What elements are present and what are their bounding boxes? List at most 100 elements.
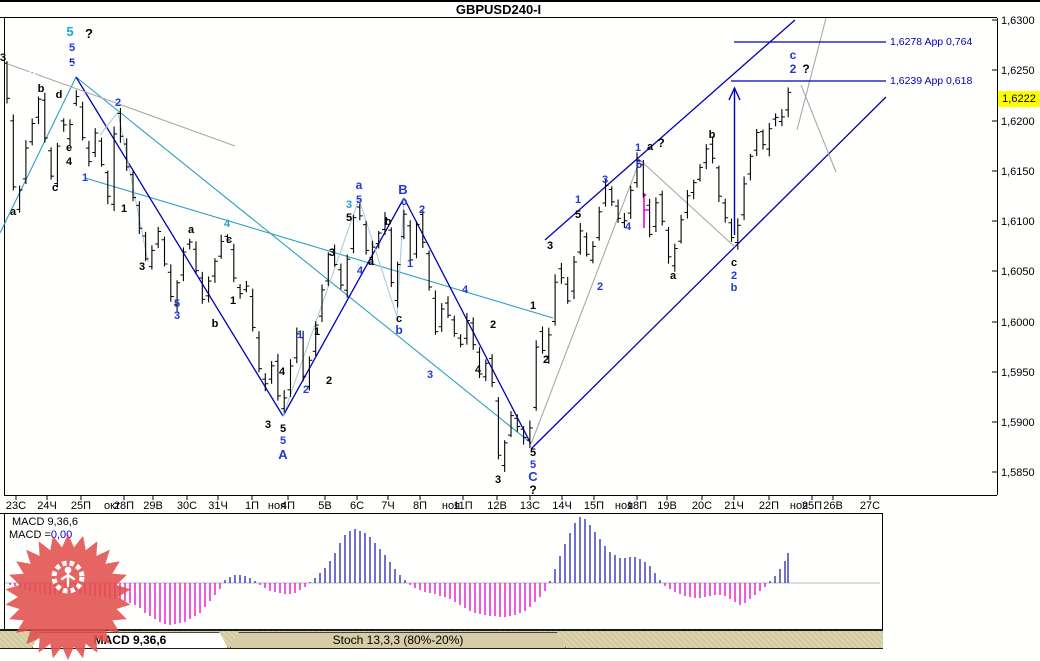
svg-text:1,6300: 1,6300 [1001,15,1035,27]
svg-text:1,6100: 1,6100 [1001,216,1035,228]
instaforex-logo [5,534,131,660]
svg-text:3: 3 [495,474,501,486]
svg-text:ноя: ноя [442,500,460,512]
price-bars [4,61,792,472]
svg-text:5В: 5В [318,500,331,512]
svg-text:окт: окт [104,500,120,512]
window-top-border [0,0,1040,2]
tab-stoch[interactable]: Stoch 13,3,3 (80%-20%) [230,632,566,648]
svg-text:ноя: ноя [790,500,808,512]
fib-level-label-618: 1,6239 App 0,618 [890,75,973,87]
svg-text:B: B [398,182,407,197]
svg-text:2: 2 [303,384,309,396]
svg-text:a: a [647,141,654,153]
svg-text:1,6200: 1,6200 [1001,116,1035,128]
svg-text:ноя: ноя [268,500,286,512]
svg-text:24Ч: 24Ч [37,500,57,512]
svg-text:3: 3 [346,199,352,211]
svg-text:18П: 18П [627,500,647,512]
svg-text:3: 3 [427,369,433,381]
svg-text:1,6150: 1,6150 [1001,166,1035,178]
svg-text:25П: 25П [802,500,822,512]
svg-text:1П: 1П [245,500,259,512]
svg-text:A: A [278,447,288,462]
svg-text:1: 1 [121,203,127,215]
svg-text:?: ? [85,26,93,41]
svg-text:e: e [66,142,72,154]
svg-text:a: a [10,206,17,218]
svg-text:21Ч: 21Ч [724,500,744,512]
svg-text:d: d [56,89,63,101]
svg-text:1: 1 [297,329,303,341]
svg-text:3: 3 [602,174,608,186]
svg-text:4: 4 [224,218,231,230]
svg-text:23С: 23С [6,500,26,512]
svg-text:?: ? [802,62,809,76]
svg-text:5: 5 [530,447,536,459]
svg-text:2: 2 [597,281,603,293]
svg-text:5: 5 [174,298,180,310]
svg-text:C: C [528,469,538,484]
svg-text:29В: 29В [143,500,163,512]
svg-text:4: 4 [66,156,73,168]
svg-text:1: 1 [314,326,320,338]
svg-text:4: 4 [475,364,482,376]
svg-text:1,6050: 1,6050 [1001,266,1035,278]
svg-text:b: b [731,282,738,294]
svg-text:1: 1 [575,194,581,206]
svg-text:1,5850: 1,5850 [1001,467,1035,479]
svg-text:5: 5 [346,212,352,224]
svg-text:c: c [731,257,737,269]
svg-text:?: ? [529,483,536,497]
magenta-mark [643,193,649,228]
svg-text:4П: 4П [281,500,295,512]
price-axis: 1,6300 1,6250 1,6200 1,6150 1,6100 1,6050 1,60… [992,15,1035,479]
svg-text:2: 2 [543,354,549,366]
svg-text:c: c [396,313,402,325]
svg-text:4: 4 [625,221,632,233]
svg-text:5: 5 [356,194,362,206]
svg-text:1: 1 [635,142,641,154]
svg-text:25П: 25П [71,500,91,512]
svg-text:b: b [709,129,716,141]
chart-frame [0,17,998,631]
svg-text:19В: 19В [657,500,677,512]
trend-lines [0,17,887,450]
macd-indicator-name: MACD 9,36,6 [12,516,79,528]
svg-text:8П: 8П [413,500,427,512]
svg-text:c: c [52,182,58,194]
svg-text:c: c [790,48,797,62]
svg-text:20С: 20С [692,500,712,512]
svg-text:4: 4 [357,265,364,277]
svg-text:a: a [356,178,363,192]
svg-text:14Ч: 14Ч [552,500,572,512]
svg-text:1: 1 [407,258,413,270]
svg-text:5: 5 [575,209,581,221]
svg-text:b: b [212,318,219,330]
svg-text:3: 3 [547,240,553,252]
svg-text:1,5900: 1,5900 [1001,417,1035,429]
svg-text:5: 5 [530,459,536,471]
chart-title: GBPUSD240-I [455,2,542,17]
svg-text:3: 3 [174,310,180,322]
svg-text:4: 4 [462,284,469,296]
svg-text:a: a [368,256,375,268]
svg-text:ноя: ноя [615,500,633,512]
svg-text:?: ? [657,136,664,150]
svg-text:2: 2 [490,319,496,331]
fib-level-label-764: 1,6278 App 0,764 [890,36,973,48]
macd-value-prefix: MACD = [9,529,51,541]
svg-text:3: 3 [0,52,6,64]
svg-text:22П: 22П [759,500,779,512]
svg-text:13С: 13С [520,500,540,512]
svg-text:30С: 30С [177,500,197,512]
svg-text:5: 5 [280,435,286,447]
svg-text:27С: 27С [860,500,880,512]
svg-text:31Ч: 31Ч [208,500,228,512]
svg-text:2: 2 [790,62,797,76]
svg-text:26В: 26В [823,500,843,512]
